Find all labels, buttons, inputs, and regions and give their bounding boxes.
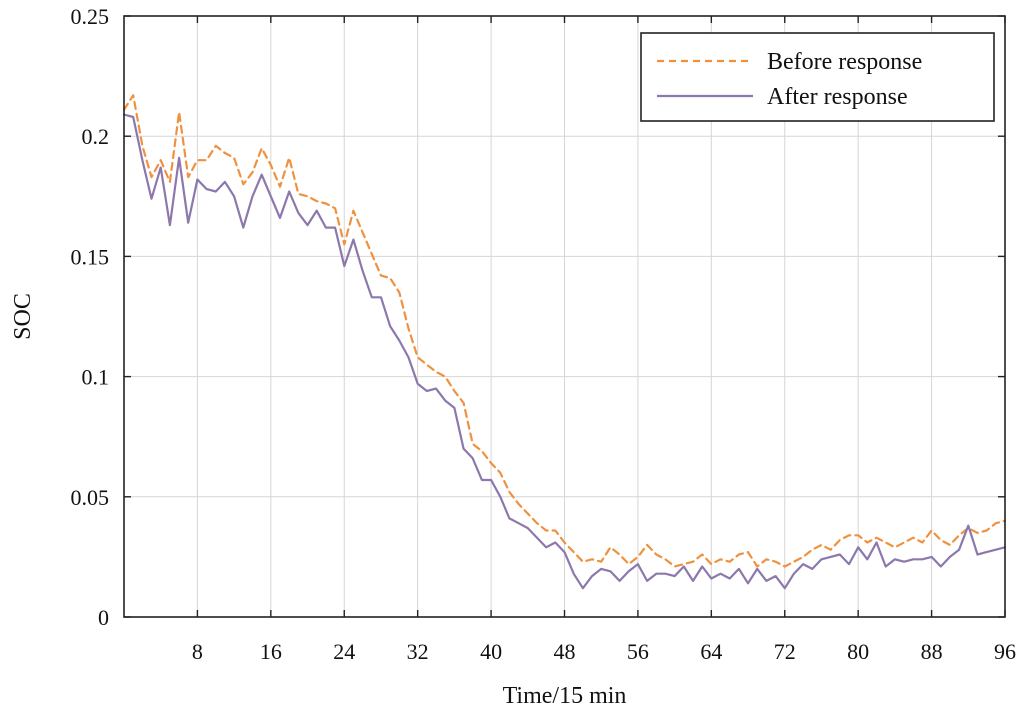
x-axis-label: Time/15 min (503, 683, 627, 709)
y-tick-label: 0 (98, 605, 109, 630)
y-tick-label: 0.15 (71, 244, 110, 269)
y-tick-label: 0.2 (82, 124, 110, 149)
legend: Before response After response (640, 32, 995, 122)
x-tick-label: 88 (921, 639, 943, 664)
series-line-after-response (122, 113, 1007, 590)
x-tick-label: 72 (774, 639, 796, 664)
y-tick-label: 0.05 (71, 485, 110, 510)
legend-box (640, 32, 995, 122)
x-tick-label: 80 (847, 639, 869, 664)
x-tick-label: 8 (192, 639, 203, 664)
x-tick-label: 24 (333, 639, 355, 664)
y-axis-label: SOC (10, 293, 36, 340)
series-line-before-response (122, 94, 1007, 568)
x-tick-label: 64 (700, 639, 722, 664)
x-tick-label: 48 (554, 639, 576, 664)
x-tick-label: 16 (260, 639, 282, 664)
x-tick-label: 40 (480, 639, 502, 664)
x-tick-label: 96 (994, 639, 1016, 664)
legend-label-after-response: After response (767, 84, 908, 110)
x-tick-label: 32 (407, 639, 429, 664)
x-tick-label: 56 (627, 639, 649, 664)
y-tick-label: 0.25 (71, 4, 110, 29)
legend-label-before-response: Before response (767, 49, 922, 75)
y-tick-label: 0.1 (82, 365, 110, 390)
ticks: 8 16 24 32 40 48 56 64 72 80 88 96 0 0.05 0.1 0.15 0.2 0.… (71, 4, 1017, 664)
series-layer (122, 94, 1007, 590)
